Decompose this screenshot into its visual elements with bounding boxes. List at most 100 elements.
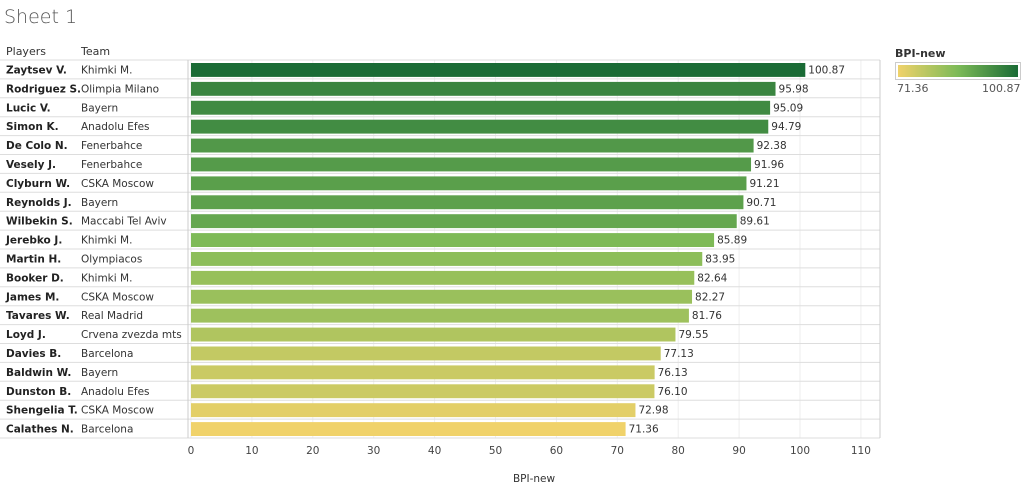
player-label[interactable]: Vesely J. (6, 159, 56, 171)
x-tick-label: 60 (550, 445, 563, 457)
team-label[interactable]: Fenerbahce (81, 159, 142, 171)
bar-value-label: 91.96 (754, 159, 784, 171)
bar-value-label: 90.71 (746, 197, 776, 209)
team-label[interactable]: Anadolu Efes (81, 386, 150, 398)
bar[interactable] (191, 403, 636, 418)
team-label[interactable]: Barcelona (81, 348, 133, 360)
bar-value-label: 82.27 (695, 291, 725, 303)
bar[interactable] (191, 157, 752, 172)
x-tick-label: 100 (790, 445, 810, 457)
team-label[interactable]: CSKA Moscow (81, 291, 154, 303)
player-label[interactable]: Loyd J. (6, 329, 46, 341)
x-tick-label: 90 (732, 445, 745, 457)
bar[interactable] (191, 176, 747, 191)
bar[interactable] (191, 365, 655, 380)
player-label[interactable]: Zaytsev V. (6, 64, 67, 76)
legend-max-label: 100.87 (982, 82, 1021, 95)
player-label[interactable]: Davies B. (6, 348, 61, 360)
color-legend[interactable] (895, 62, 1021, 80)
player-label[interactable]: Booker D. (6, 272, 64, 284)
bar-value-label: 83.95 (705, 253, 735, 265)
x-tick-label: 40 (428, 445, 441, 457)
players-column-header[interactable]: Players (6, 45, 46, 58)
bar-value-label: 76.13 (658, 367, 688, 379)
team-label[interactable]: Bayern (81, 197, 118, 209)
x-tick-label: 50 (489, 445, 502, 457)
team-label[interactable]: Olympiacos (81, 253, 142, 265)
bar-value-label: 76.10 (657, 386, 687, 398)
team-column-header[interactable]: Team (81, 45, 111, 58)
team-label[interactable]: Khimki M. (81, 272, 132, 284)
player-label[interactable]: Simon K. (6, 121, 59, 133)
bar[interactable] (191, 308, 689, 323)
player-label[interactable]: Martin H. (6, 253, 61, 265)
player-label[interactable]: Tavares W. (6, 310, 70, 322)
player-label[interactable]: Dunston B. (6, 386, 71, 398)
x-tick-label: 20 (306, 445, 319, 457)
player-label[interactable]: Clyburn W. (6, 178, 70, 190)
team-label[interactable]: CSKA Moscow (81, 405, 154, 417)
legend-min-label: 71.36 (897, 82, 929, 95)
team-label[interactable]: Real Madrid (81, 310, 143, 322)
bar[interactable] (191, 252, 703, 266)
player-label[interactable]: Lucic V. (6, 102, 51, 114)
x-tick-label: 0 (188, 445, 195, 457)
x-axis-title: BPI-new (513, 473, 556, 485)
bar[interactable] (191, 100, 771, 115)
bar[interactable] (191, 81, 776, 96)
team-label[interactable]: Barcelona (81, 424, 133, 436)
bar-chart: Zaytsev V. Khimki M. 100.87 Rodriguez S. Oli… (0, 59, 881, 485)
bar[interactable] (191, 214, 737, 229)
bar-value-label: 77.13 (664, 348, 694, 360)
player-label[interactable]: Calathes N. (6, 424, 74, 436)
player-label[interactable]: Baldwin W. (6, 367, 71, 379)
player-label[interactable]: Shengelia T. (6, 405, 78, 417)
team-label[interactable]: Maccabi Tel Aviv (81, 216, 167, 228)
team-label[interactable]: Khimki M. (81, 235, 132, 247)
x-tick-label: 80 (672, 445, 685, 457)
bar-value-label: 100.87 (808, 64, 845, 76)
bar-value-label: 79.55 (678, 329, 708, 341)
x-tick-label: 70 (611, 445, 624, 457)
team-label[interactable]: Crvena zvezda mts (81, 329, 182, 341)
bar-value-label: 89.61 (740, 216, 770, 228)
bar[interactable] (191, 384, 655, 399)
bar-value-label: 91.21 (749, 178, 779, 190)
bar[interactable] (191, 289, 693, 304)
player-label[interactable]: Jerebko J. (5, 235, 62, 247)
player-label[interactable]: James M. (5, 291, 59, 303)
x-tick-label: 10 (245, 445, 258, 457)
bar[interactable] (191, 119, 769, 134)
bar-value-label: 82.64 (697, 272, 727, 284)
team-label[interactable]: CSKA Moscow (81, 178, 154, 190)
player-label[interactable]: De Colo N. (6, 140, 68, 152)
team-label[interactable]: Khimki M. (81, 64, 132, 76)
bar-value-label: 85.89 (717, 235, 747, 247)
bar-value-label: 72.98 (638, 405, 668, 417)
bar[interactable] (191, 138, 754, 153)
bar-value-label: 92.38 (757, 140, 787, 152)
team-label[interactable]: Olimpia Milano (81, 83, 159, 95)
legend-title: BPI-new (895, 47, 946, 60)
bar-value-label: 94.79 (771, 121, 801, 133)
bar[interactable] (191, 422, 626, 436)
x-tick-label: 110 (851, 445, 871, 457)
player-label[interactable]: Reynolds J. (6, 197, 72, 209)
bar[interactable] (191, 327, 676, 342)
bar[interactable] (191, 233, 715, 247)
player-label[interactable]: Rodriguez S. (6, 83, 81, 95)
bar[interactable] (191, 270, 695, 285)
bar[interactable] (191, 346, 661, 361)
bar-value-label: 95.09 (773, 102, 803, 114)
team-label[interactable]: Anadolu Efes (81, 121, 150, 133)
bar[interactable] (191, 195, 744, 210)
player-label[interactable]: Wilbekin S. (6, 216, 73, 228)
team-label[interactable]: Bayern (81, 102, 118, 114)
team-label[interactable]: Bayern (81, 367, 118, 379)
bar[interactable] (191, 63, 806, 77)
bar-value-label: 71.36 (629, 424, 659, 436)
team-label[interactable]: Fenerbahce (81, 140, 142, 152)
bar-value-label: 95.98 (779, 83, 809, 95)
legend-gradient (898, 65, 1018, 77)
bar-value-label: 81.76 (692, 310, 722, 322)
